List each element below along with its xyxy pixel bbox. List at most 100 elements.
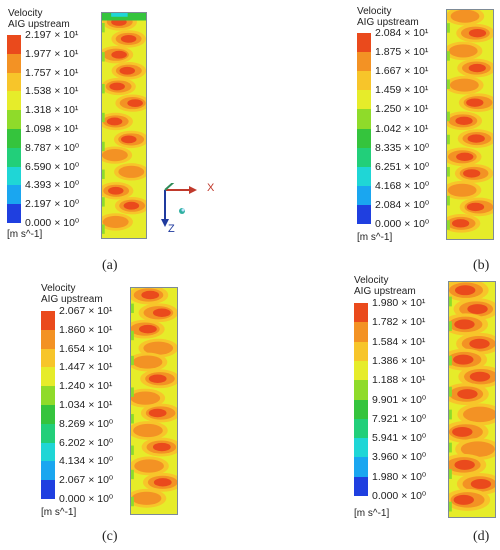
legend-tick-label: 9.901 × 10⁰ <box>372 393 427 406</box>
legend-tick-label: 4.393 × 10⁰ <box>25 179 80 192</box>
velocity-contour-plot <box>446 9 494 240</box>
panel-label: (d) <box>473 529 490 544</box>
legend-color-swatch <box>41 329 55 350</box>
legend-color-swatch <box>354 303 368 323</box>
legend-color-swatch <box>7 53 21 74</box>
legend-tick-label: 1.386 × 10¹ <box>372 354 426 367</box>
legend-color-swatch <box>7 166 21 186</box>
legend-tick-label: 1.250 × 10¹ <box>375 103 429 116</box>
legend-tick-label: 2.197 × 10¹ <box>25 29 79 41</box>
legend-color-swatch <box>357 185 371 206</box>
legend-title-line1: Velocity <box>357 6 392 17</box>
legend-tick-label: 1.782 × 10¹ <box>372 316 426 329</box>
legend-color-swatch <box>354 380 368 400</box>
legend-color-swatch <box>7 204 21 224</box>
legend-title: Velocity AIG upstream <box>354 275 416 297</box>
legend-tick-label: 7.921 × 10⁰ <box>372 412 427 425</box>
legend-tick-label: 6.251 × 10⁰ <box>375 160 430 173</box>
legend-tick-label: 1.980 × 10⁰ <box>372 470 427 483</box>
legend-color-swatch <box>357 90 371 110</box>
legend-title: Velocity AIG upstream <box>8 8 70 30</box>
legend-title: Velocity AIG upstream <box>41 283 103 305</box>
legend-color-swatch <box>41 367 55 387</box>
velocity-contour-plot <box>130 287 178 515</box>
legend-tick-label: 1.977 × 10¹ <box>25 47 79 60</box>
legend-tick-label: 2.067 × 10⁰ <box>59 474 114 487</box>
legend-tick-label: 3.960 × 10⁰ <box>372 451 427 464</box>
legend-color-swatch <box>354 418 368 439</box>
legend-title-line1: Velocity <box>354 275 389 286</box>
legend-unit: [m s^-1] <box>41 507 77 518</box>
legend-tick-label: 1.447 × 10¹ <box>59 361 113 374</box>
legend-tick-label: 2.197 × 10⁰ <box>25 198 80 211</box>
legend-color-swatch <box>357 166 371 187</box>
x-axis-label: X <box>207 182 215 194</box>
panel-label: (a) <box>102 258 118 273</box>
legend-color-swatch <box>357 204 371 225</box>
legend-title-line1: Velocity <box>8 8 43 19</box>
legend-tick-label: 1.098 × 10¹ <box>25 123 79 135</box>
legend-tick-label: 1.757 × 10¹ <box>25 66 79 79</box>
legend-tick-label: 0.000 × 10⁰ <box>372 490 427 502</box>
legend-color-swatch <box>7 72 21 92</box>
legend-tick-label: 1.584 × 10¹ <box>372 335 426 348</box>
legend-color-swatch <box>354 399 368 420</box>
legend-tick-label: 5.941 × 10⁰ <box>372 432 427 445</box>
legend-color-swatch <box>354 360 368 381</box>
legend-tick-label: 8.335 × 10⁰ <box>375 141 430 154</box>
legend-tick-label: 1.654 × 10¹ <box>59 342 113 355</box>
legend-tick-label: 0.000 × 10⁰ <box>59 493 114 505</box>
legend-unit: [m s^-1] <box>7 229 43 240</box>
legend-color-swatch <box>7 110 21 130</box>
legend-title-line2: AIG upstream <box>41 294 103 305</box>
legend-tick-label: 8.787 × 10⁰ <box>25 141 80 154</box>
legend-tick-label: 8.269 × 10⁰ <box>59 417 114 430</box>
legend-color-swatch <box>41 423 55 444</box>
legend-tick-label: 1.860 × 10¹ <box>59 323 113 336</box>
legend-tick-label: 1.034 × 10¹ <box>59 399 113 411</box>
velocity-contour-plot <box>101 12 147 239</box>
legend-tick-label: 1.875 × 10¹ <box>375 46 429 59</box>
legend-tick-label: 4.134 × 10⁰ <box>59 455 114 468</box>
legend-color-swatch <box>354 341 368 362</box>
legend-tick-label: 2.067 × 10¹ <box>59 305 113 317</box>
legend-color-swatch <box>41 348 55 368</box>
legend-tick-label: 6.202 × 10⁰ <box>59 436 114 449</box>
legend-title-line1: Velocity <box>41 283 76 294</box>
legend-tick-label: 1.188 × 10¹ <box>372 374 426 387</box>
legend-color-swatch <box>357 33 371 53</box>
legend-title-line2: AIG upstream <box>354 286 416 297</box>
coordinate-axes: X Z <box>155 180 215 238</box>
legend-tick-label: 0.000 × 10⁰ <box>375 218 430 230</box>
legend-color-swatch <box>357 71 371 91</box>
legend-color-swatch <box>41 386 55 406</box>
legend-color-swatch <box>354 457 368 478</box>
legend-tick-label: 2.084 × 10¹ <box>375 27 429 39</box>
legend-tick-label: 1.667 × 10¹ <box>375 65 429 78</box>
legend-tick-label: 6.590 × 10⁰ <box>25 160 80 173</box>
legend-tick-label: 1.538 × 10¹ <box>25 85 79 98</box>
legend-tick-label: 0.000 × 10⁰ <box>25 217 80 229</box>
legend-tick-label: 1.042 × 10¹ <box>375 122 429 135</box>
legend-color-swatch <box>357 109 371 129</box>
legend-color-swatch <box>7 91 21 111</box>
legend-color-swatch <box>41 405 55 425</box>
legend-color-swatch <box>7 35 21 55</box>
panel-label: (b) <box>473 258 490 273</box>
legend-color-swatch <box>41 311 55 331</box>
legend-tick-label: 1.318 × 10¹ <box>25 104 79 117</box>
velocity-contour-plot <box>448 281 496 518</box>
legend-color-swatch <box>354 476 368 497</box>
color-legend: 1.980 × 10¹ 1.782 × 10¹ 1.584 × 10¹ 1.386 ×… <box>354 297 446 502</box>
color-legend: 2.084 × 10¹ 1.875 × 10¹ 1.667 × 10¹ 1.459 ×… <box>357 27 447 230</box>
legend-color-swatch <box>354 438 368 458</box>
legend-color-swatch <box>41 480 55 500</box>
legend-color-swatch <box>7 129 21 149</box>
legend-tick-label: 1.240 × 10¹ <box>59 380 113 393</box>
color-legend: 2.067 × 10¹ 1.860 × 10¹ 1.654 × 10¹ 1.447 ×… <box>41 305 133 505</box>
legend-title: Velocity AIG upstream <box>357 6 419 28</box>
panel-label: (c) <box>102 529 118 544</box>
legend-color-swatch <box>41 461 55 481</box>
legend-color-swatch <box>357 128 371 149</box>
color-legend: 2.197 × 10¹ 1.977 × 10¹ 1.757 × 10¹ 1.538 ×… <box>7 29 97 229</box>
